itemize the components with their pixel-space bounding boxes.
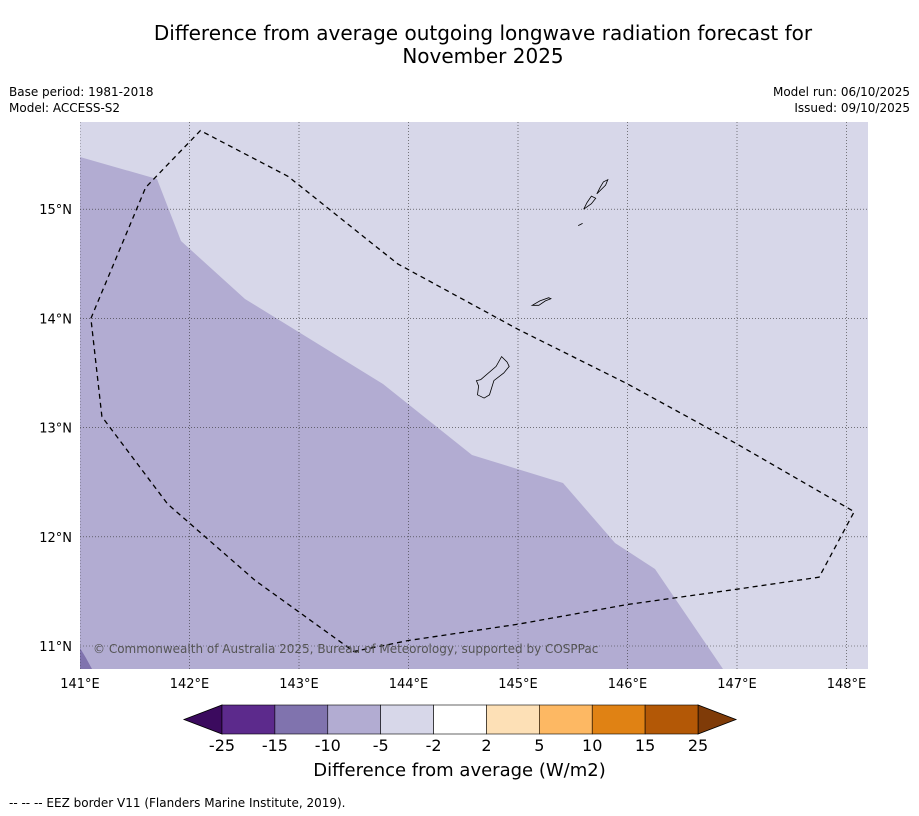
island-coastline [596,178,609,195]
chart-title: Difference from average outgoing longwav… [0,22,919,68]
eez-legend-note: -- -- -- EEZ border V11 (Flanders Marine… [9,796,346,810]
lon-tick-label: 141°E [60,677,100,692]
model-name: Model: ACCESS-S2 [9,101,121,115]
lat-tick-label: 15°N [39,203,72,218]
title-line-2: November 2025 [402,44,564,68]
base-period: Base period: 1981-2018 [9,85,154,99]
colorbar-segment [591,704,646,735]
colorbar-segment [539,704,593,735]
colorbar-tick-label: -10 [315,736,341,755]
colorbar-tick-label: 25 [688,736,708,755]
model-run: Model run: 06/10/2025 [772,85,910,99]
colorbar-tick-label: 10 [582,736,602,755]
colorbar-under-arrow [182,704,223,735]
lon-tick-label: 147°E [717,677,757,692]
island-coastline [583,195,597,210]
colorbar-title: Difference from average (W/m2) [313,760,606,781]
island-coastline [530,297,552,306]
lon-tick-label: 148°E [827,677,867,692]
region-minus5-to-minus10 [80,157,723,669]
colorbar-segment [433,704,487,735]
colorbar-segment [486,704,540,735]
colorbar-tick-label: -15 [262,736,288,755]
copyright-notice: © Commonwealth of Australia 2025, Bureau… [93,642,598,656]
title-line-1: Difference from average outgoing longwav… [153,21,813,45]
lat-tick-label: 13°N [39,422,72,437]
lat-tick-label: 12°N [39,531,72,546]
lon-tick-label: 144°E [389,677,429,692]
colorbar-segment [274,704,329,735]
lon-tick-label: 142°E [170,677,210,692]
lon-tick-label: 145°E [498,677,538,692]
lon-tick-label: 146°E [608,677,648,692]
colorbar-tick-label: -25 [209,736,235,755]
colorbar-over-arrow [697,704,738,735]
meta-right: Model run: 06/10/2025 Issued: 09/10/2025 [773,84,910,116]
colorbar-tick-label: -2 [426,736,442,755]
colorbar-tick-label: 2 [481,736,491,755]
lat-tick-label: 11°N [39,640,72,655]
lon-tick-label: 143°E [279,677,319,692]
lat-tick-label: 14°N [39,312,72,327]
colorbar-segment [221,704,276,735]
colorbar-tick-label: -5 [373,736,389,755]
colorbar-segment [644,704,699,735]
eez-boundary [90,129,856,653]
colorbar-segment [380,704,434,735]
colorbar-segment [327,704,381,735]
meta-left: Base period: 1981-2018 Model: ACCESS-S2 [9,84,154,116]
colorbar-tick-label: 15 [635,736,655,755]
colorbar-tick-label: 5 [534,736,544,755]
island-coastline [475,355,510,399]
region-minus10-to-minus15 [80,648,92,669]
issued-date: Issued: 09/10/2025 [794,101,910,115]
island-coastline [578,223,583,226]
